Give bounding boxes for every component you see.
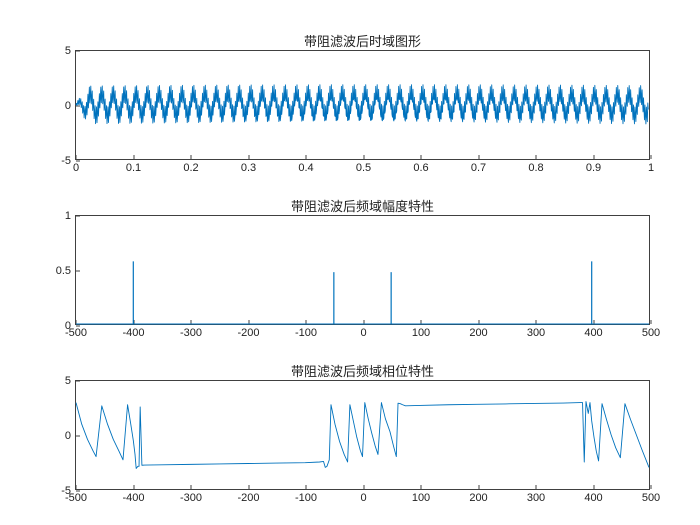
data-layer-phase xyxy=(76,381,649,489)
xtick-label: 500 xyxy=(642,492,660,504)
xtick-label: 200 xyxy=(469,327,487,339)
xtick-label: 0.2 xyxy=(183,162,198,174)
xtick-label: -300 xyxy=(180,492,202,504)
ytick-label: -5 xyxy=(61,485,71,497)
data-layer-mag xyxy=(76,216,649,324)
ytick-label: 0 xyxy=(65,100,71,112)
xtick-label: 0.8 xyxy=(528,162,543,174)
xtick-label: 400 xyxy=(584,327,602,339)
xtick-label: 0 xyxy=(360,327,366,339)
chart-title-phase: 带阻滤波后频域相位特性 xyxy=(76,361,649,380)
xtick-label: 0.3 xyxy=(241,162,256,174)
xtick-label: 300 xyxy=(527,492,545,504)
xtick-label: 1 xyxy=(648,162,654,174)
ytick-label: -5 xyxy=(61,155,71,167)
xtick-label: -200 xyxy=(237,492,259,504)
data-layer-time xyxy=(76,51,649,159)
ytick-label: 0 xyxy=(65,430,71,442)
xtick-label: 500 xyxy=(642,327,660,339)
xtick-label: 0 xyxy=(360,492,366,504)
xtick-label: -100 xyxy=(295,327,317,339)
xtick-mark xyxy=(651,155,652,159)
xtick-label: -400 xyxy=(122,492,144,504)
xtick-label: 400 xyxy=(584,492,602,504)
chart-title-mag: 带阻滤波后频域幅度特性 xyxy=(76,196,649,215)
ytick-label: 1 xyxy=(65,210,71,222)
chart-title-time: 带阻滤波后时域图形 xyxy=(76,31,649,50)
xtick-label: 0.9 xyxy=(586,162,601,174)
xtick-label: 100 xyxy=(412,327,430,339)
ytick-mark xyxy=(76,161,80,162)
ytick-label: 5 xyxy=(65,45,71,57)
ytick-mark xyxy=(76,326,80,327)
xtick-label: 100 xyxy=(412,492,430,504)
ytick-label: 0.5 xyxy=(56,265,71,277)
xtick-label: -200 xyxy=(237,327,259,339)
xtick-label: 0.4 xyxy=(298,162,313,174)
plot-area-time: 带阻滤波后时域图形00.10.20.30.40.50.60.70.80.91-5… xyxy=(75,50,650,160)
xtick-label: 300 xyxy=(527,327,545,339)
xtick-label: -400 xyxy=(122,327,144,339)
xtick-label: -300 xyxy=(180,327,202,339)
xtick-label: 0.6 xyxy=(413,162,428,174)
ytick-label: 5 xyxy=(65,375,71,387)
xtick-mark xyxy=(651,320,652,324)
figure: 带阻滤波后时域图形 0 0.1 0.2 0.3 0.4 0.5 0.6 0.7 0.8 0.9 1 -5… xyxy=(0,0,700,525)
xtick-label: -100 xyxy=(295,492,317,504)
xtick-label: 0.7 xyxy=(471,162,486,174)
xtick-label: 0 xyxy=(73,162,79,174)
xtick-label: 0.1 xyxy=(126,162,141,174)
plot-area-mag: 带阻滤波后频域幅度特性-500-400-300-200-100010020030… xyxy=(75,215,650,325)
ytick-label: 0 xyxy=(65,320,71,332)
xtick-label: 200 xyxy=(469,492,487,504)
xtick-mark xyxy=(651,485,652,489)
plot-area-phase: 带阻滤波后频域相位特性-500-400-300-200-100010020030… xyxy=(75,380,650,490)
ytick-mark xyxy=(76,491,80,492)
xtick-label: 0.5 xyxy=(356,162,371,174)
